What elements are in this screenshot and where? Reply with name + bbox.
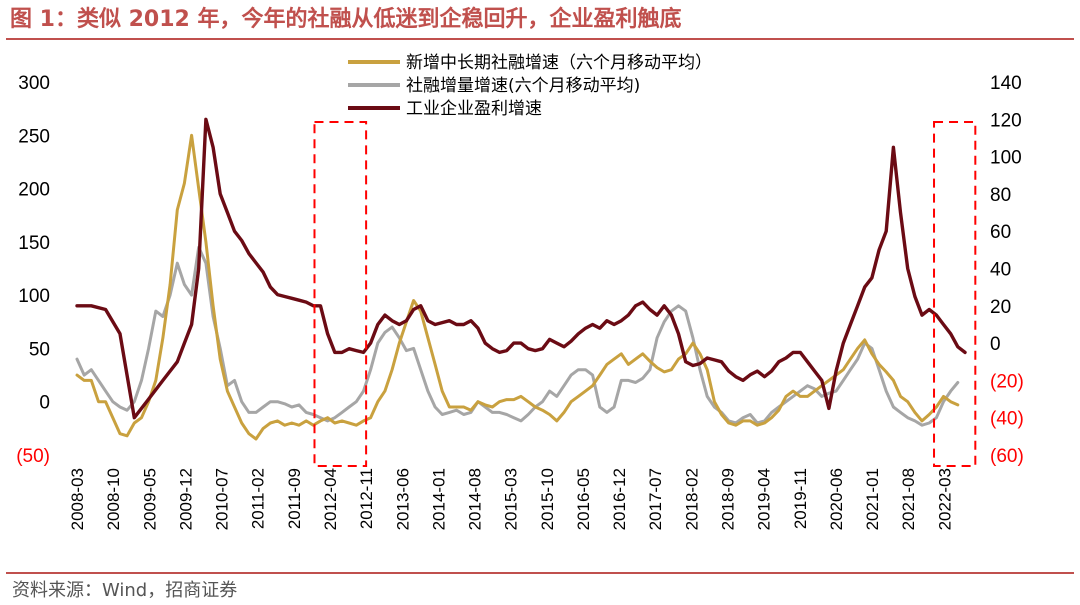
x-tick-label: 2015-03 — [502, 468, 521, 530]
legend-label: 工业企业盈利增速 — [406, 99, 542, 119]
x-tick-label: 2014-01 — [429, 468, 448, 530]
x-tick-label: 2008-10 — [104, 468, 123, 530]
highlight-boxes — [313, 121, 977, 467]
series-line-1 — [75, 133, 960, 441]
x-tick-label: 2009-12 — [176, 468, 195, 530]
x-tick-label: 2015-10 — [538, 468, 557, 530]
right-tick-label: (60) — [990, 446, 1024, 467]
x-tick-label: 2021-08 — [899, 468, 918, 530]
legend-label: 社融增量增速(六个月移动平均) — [406, 76, 640, 96]
figure-title: 图 1：类似 2012 年，今年的社融从低迷到企稳回升，企业盈利触底 — [10, 7, 682, 32]
x-tick-label: 2013-06 — [393, 468, 412, 530]
series-line-3 — [75, 117, 967, 420]
left-tick-label: 50 — [29, 339, 50, 360]
x-tick-label: 2009-05 — [140, 468, 159, 530]
left-tick-label: 250 — [18, 126, 50, 147]
x-tick-label: 2016-05 — [574, 468, 593, 530]
x-tick-label: 2016-12 — [610, 468, 629, 530]
right-tick-label: 80 — [990, 185, 1011, 206]
right-tick-label: (40) — [990, 409, 1024, 430]
x-tick-label: 2012-11 — [357, 468, 376, 529]
x-tick-label: 2017-07 — [646, 468, 665, 530]
right-tick-label: 100 — [990, 148, 1022, 169]
x-tick-label: 2012-04 — [321, 468, 340, 530]
x-tick-label: 2019-11 — [791, 468, 810, 529]
highlight-box — [313, 121, 368, 467]
right-tick-label: 40 — [990, 260, 1011, 281]
x-tick-label: 2011-02 — [249, 468, 268, 529]
x-tick-label: 2022-03 — [935, 468, 954, 530]
left-axis-ticks: (50) 0 50 100 150 200 250 300 — [16, 73, 50, 467]
right-tick-label: 120 — [990, 110, 1022, 131]
legend: 新增中长期社融增速（六个月移动平均） 社融增量增速(六个月移动平均) 工业企业盈利增… — [348, 53, 712, 119]
right-tick-label: 20 — [990, 297, 1011, 318]
right-tick-label: 0 — [990, 334, 1001, 355]
legend-label: 新增中长期社融增速（六个月移动平均） — [406, 53, 712, 73]
right-tick-label: 60 — [990, 222, 1011, 243]
x-tick-label: 2008-03 — [68, 468, 87, 530]
x-tick-label: 2019-04 — [755, 468, 774, 530]
chart-area: (50) 0 50 100 150 200 250 300 (60) (40) (20) 0 20 40… — [16, 53, 1024, 530]
left-tick-label: 100 — [18, 286, 50, 307]
right-tick-label: (20) — [990, 371, 1024, 392]
title-divider — [6, 38, 1074, 40]
right-axis-ticks: (60) (40) (20) 0 20 40 60 80 100 120 140 — [990, 73, 1024, 467]
left-tick-label: 200 — [18, 180, 50, 201]
x-tick-label: 2014-08 — [466, 468, 485, 530]
series-lines — [75, 117, 967, 441]
source-divider — [6, 572, 1074, 574]
left-tick-label: 300 — [18, 73, 50, 94]
x-axis-ticks: 2008-03 2008-10 2009-05 2009-12 2010-07 2011-… — [68, 468, 954, 530]
highlight-box — [933, 121, 977, 467]
right-tick-label: 140 — [990, 73, 1022, 94]
series-line-2 — [75, 245, 960, 427]
source-note: 资料来源：Wind，招商证券 — [12, 580, 238, 601]
x-tick-label: 2011-09 — [285, 468, 304, 529]
left-tick-label: 150 — [18, 233, 50, 254]
x-tick-label: 2018-02 — [682, 468, 701, 530]
x-tick-label: 2010-07 — [213, 468, 232, 530]
x-tick-label: 2020-06 — [827, 468, 846, 530]
left-tick-label: 0 — [39, 393, 50, 414]
x-tick-label: 2018-09 — [719, 468, 738, 530]
left-tick-label: (50) — [16, 446, 50, 467]
x-tick-label: 2021-01 — [863, 468, 882, 530]
